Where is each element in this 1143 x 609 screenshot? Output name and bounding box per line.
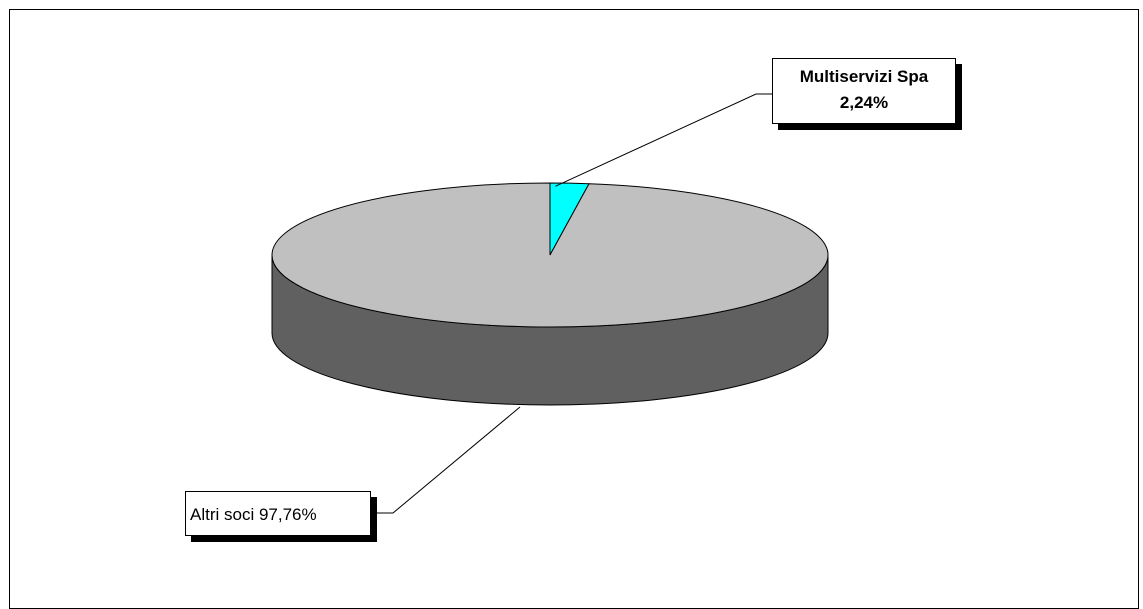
- leader-line-altri-soci: [371, 406, 521, 514]
- pie-slice-1: [271, 182, 829, 328]
- data-label-multiservizi-pct: 2,24%: [839, 93, 889, 112]
- data-label-multiservizi-name: Multiservizi Spa: [799, 67, 929, 86]
- data-label-multiservizi: Multiservizi Spa 2,24%: [772, 58, 956, 124]
- data-label-altri-soci-text: Altri soci 97,76%: [190, 505, 317, 524]
- data-label-altri-soci: Altri soci 97,76%: [185, 491, 371, 536]
- leader-line-multiservizi: [555, 93, 772, 187]
